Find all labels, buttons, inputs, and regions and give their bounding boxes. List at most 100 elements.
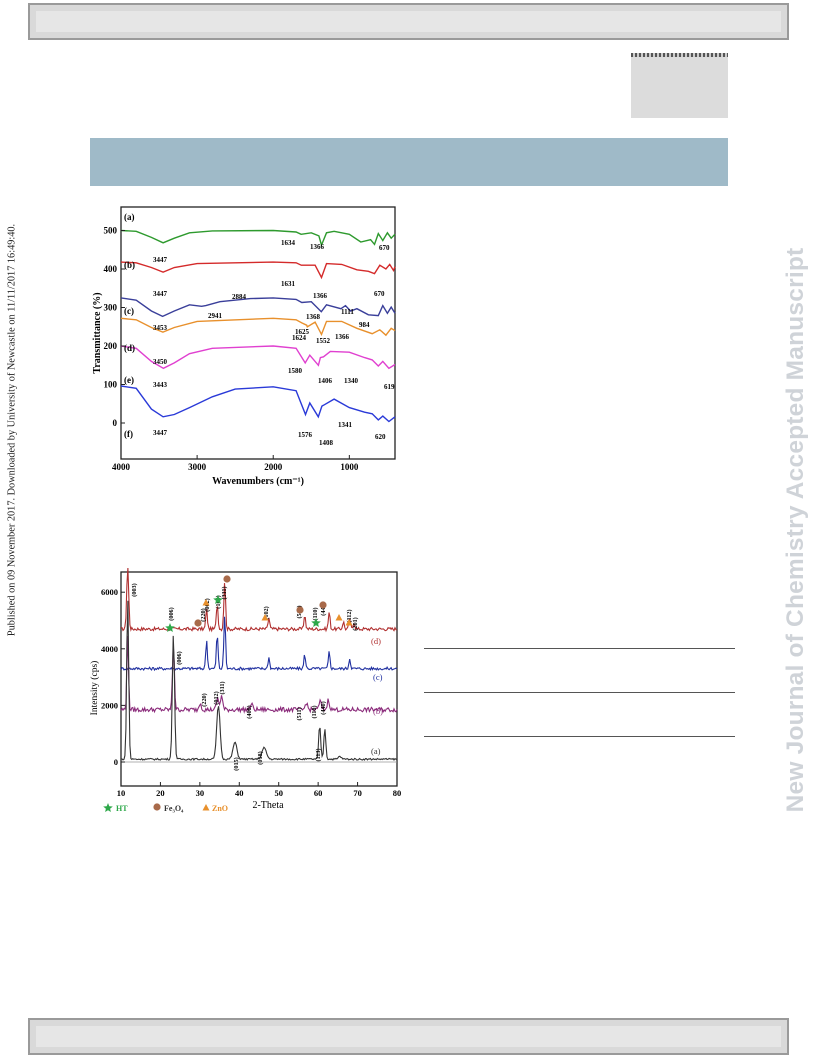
xrd-curve-label: (c) — [373, 672, 383, 682]
rule-2 — [424, 692, 735, 693]
xrd-x-tick-label: 20 — [156, 788, 165, 798]
xrd-labels: (d)(c)(b)(a)(003)(006)(220)(002)(100)(31… — [103, 575, 383, 813]
ftir-series-d — [120, 317, 396, 337]
xrd-y-tick-label: 2000 — [101, 700, 118, 710]
xrd-hkl-label: (311) — [219, 681, 226, 694]
fe3o4-marker-icon — [153, 803, 161, 811]
ftir-peak-label: 1366 — [310, 243, 325, 251]
zno-marker-icon — [202, 804, 210, 811]
ftir-peak-label: 1580 — [288, 367, 303, 375]
ftir-peak-label: 1576 — [298, 431, 313, 439]
ftir-series-c — [120, 297, 396, 318]
fe3o4-marker-icon — [223, 575, 231, 583]
ftir-peak-label: 984 — [359, 321, 370, 329]
ftir-peak-label: 619 — [384, 383, 395, 391]
ftir-curve-label: (c) — [124, 306, 134, 316]
xrd-series-c — [120, 616, 398, 672]
xrd-y-tick-label: 0 — [114, 757, 118, 767]
xrd-hkl-label: (511) — [296, 707, 303, 720]
ftir-peak-label: 670 — [374, 290, 385, 298]
zno-marker-icon — [345, 619, 353, 626]
ftir-x-tick-label: 3000 — [188, 462, 207, 472]
ftir-x-tick-label: 1000 — [340, 462, 359, 472]
xrd-x-tick-label: 40 — [235, 788, 244, 798]
xrd-hkl-label: (201) — [352, 617, 359, 630]
ht-marker-icon — [165, 623, 175, 632]
ftir-figure: 4000 3000 2000 10005004003002001000Wavenumb… — [92, 206, 396, 487]
ftir-curve-label: (b) — [124, 260, 135, 270]
journal-logo — [631, 53, 728, 118]
xrd-curve-label: (a) — [371, 746, 381, 756]
ftir-x-tick-label: 4000 — [112, 462, 131, 472]
ftir-labels: (a) (b) (c) (d) (e) (f) 3447 1634 1366 670 3447 163… — [124, 212, 395, 447]
logo-strip — [631, 53, 728, 57]
ftir-series-a — [120, 229, 396, 248]
xrd-axes: 10 20 30 40 50 60 70 80 6000 4000 2000 0 2-Theta Inte… — [89, 587, 401, 811]
published-note: Published on 09 November 2017. Downloade… — [6, 223, 18, 637]
rule-3 — [424, 736, 735, 737]
zno-marker-icon — [335, 614, 343, 621]
xrd-y-tick-label: 6000 — [101, 587, 118, 597]
xrd-series-b — [120, 635, 398, 714]
ftir-peak-label: 1408 — [319, 439, 334, 447]
xrd-hkl-label: (220) — [200, 608, 207, 621]
xrd-hkl-label: (440) — [320, 701, 327, 714]
xrd-hkl-label: (110) — [311, 705, 318, 718]
xrd-figure: 10 20 30 40 50 60 70 80 6000 4000 2000 0 2-Theta Inte… — [89, 568, 401, 813]
ftir-peak-label: 3447 — [153, 290, 168, 298]
ftir-peak-label: 1406 — [318, 377, 333, 385]
ftir-x-axis-label: Wavenumbers (cm⁻¹) — [212, 476, 304, 487]
ftir-y-tick-label: 500 — [104, 226, 118, 236]
fe3o4-marker-icon — [194, 619, 202, 627]
xrd-y-tick-label: 4000 — [101, 644, 118, 654]
ftir-curve-label: (e) — [124, 375, 134, 385]
ftir-y-axis-label: Transmittance (%) — [92, 292, 103, 373]
xrd-y-axis-label: Intensity (cps) — [89, 661, 100, 716]
ftir-peak-label: 1552 — [316, 337, 331, 345]
ftir-y-tick-label: 400 — [104, 264, 118, 274]
ftir-peak-label: 1366 — [335, 333, 350, 341]
page-footer-bar — [28, 1018, 789, 1055]
ftir-plot-frame — [120, 206, 396, 460]
xrd-hkl-label: (003) — [131, 583, 138, 596]
xrd-hkl-label: (012) — [213, 691, 220, 704]
xrd-x-tick-label: 30 — [196, 788, 205, 798]
xrd-x-tick-label: 50 — [274, 788, 283, 798]
ftir-series-b — [120, 261, 396, 280]
legend-ht-label: HT — [116, 804, 128, 813]
ftir-curves — [120, 229, 396, 423]
ftir-peak-label: 1625 — [295, 328, 310, 336]
xrd-x-tick-label: 80 — [393, 788, 402, 798]
ftir-peak-label: 1340 — [344, 377, 359, 385]
legend-fe3o4-label: Fe₃O₄ — [164, 804, 184, 813]
ftir-peak-label: 3447 — [153, 256, 168, 264]
legend-zno-label: ZnO — [212, 804, 228, 813]
zno-marker-icon — [261, 614, 269, 621]
rule-1 — [424, 648, 735, 649]
xrd-hkl-label: (311) — [221, 586, 228, 599]
xrd-hkl-label: (110) — [312, 607, 319, 620]
fe3o4-marker-icon — [319, 601, 327, 609]
ftir-x-tick-label: 2000 — [264, 462, 283, 472]
xrd-curve-label: (b) — [373, 706, 383, 716]
ftir-y-tick-label: 300 — [104, 303, 118, 313]
xrd-x-tick-label: 60 — [314, 788, 323, 798]
ftir-peak-label: 3453 — [153, 324, 168, 332]
ftir-peak-label: 1368 — [306, 313, 321, 321]
ftir-curve-label: (a) — [124, 212, 135, 222]
xrd-hkl-label: (113) — [315, 748, 322, 761]
ftir-peak-label: 620 — [375, 433, 386, 441]
xrd-hkl-label: (006) — [168, 607, 175, 620]
article-header-band — [90, 138, 728, 186]
fe3o4-marker-icon — [296, 606, 304, 614]
xrd-hkl-label: (006) — [176, 651, 183, 664]
ftir-y-tick-label: 200 — [104, 341, 118, 351]
xrd-hkl-label: (018) — [257, 751, 264, 764]
ht-marker-icon — [103, 803, 113, 812]
xrd-hkl-label: (400) — [246, 705, 253, 718]
ftir-peak-label: 1634 — [281, 239, 296, 247]
xrd-hkl-label: (102) — [263, 606, 270, 619]
ftir-peak-label: 1624 — [292, 334, 307, 342]
ftir-peak-label: 1366 — [313, 292, 328, 300]
xrd-x-axis-label: 2-Theta — [252, 800, 284, 811]
